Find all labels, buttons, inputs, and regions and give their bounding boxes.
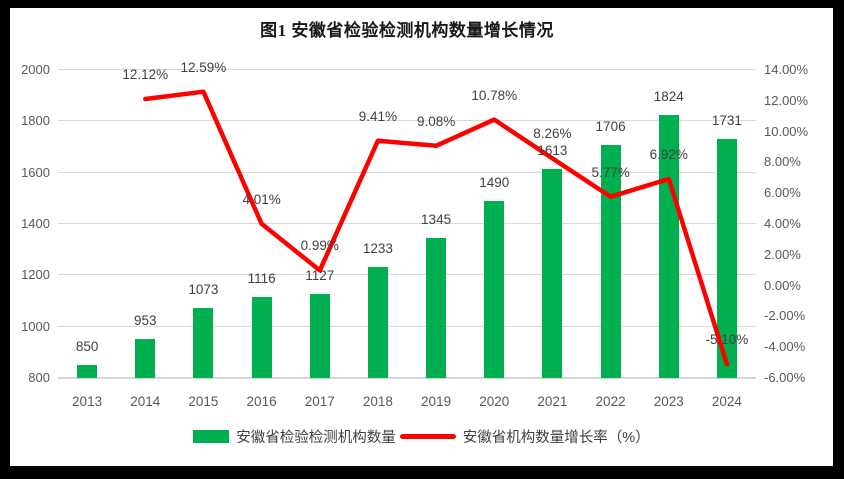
- line-value-label: 12.12%: [122, 66, 169, 82]
- y-axis-right-tick-label: 4.00%: [764, 216, 801, 231]
- y-axis-right-tick-label: 6.00%: [764, 185, 801, 201]
- bar-value-label: 953: [133, 312, 157, 328]
- y-axis-right-tick-label: 10.00%: [764, 123, 809, 139]
- legend-line-swatch: [399, 434, 456, 439]
- bar-2021: [542, 169, 563, 378]
- bar-value-label: 1490: [479, 174, 510, 190]
- line-value-label: 5.77%: [591, 164, 630, 180]
- legend-label: 安徽省检验检测机构数量: [236, 430, 396, 446]
- bar-value-label: 1731: [711, 113, 742, 129]
- bar-value-label: 1345: [421, 212, 452, 228]
- bar-2019: [426, 238, 447, 378]
- bar-2015: [193, 307, 214, 378]
- line-value-label: 10.78%: [471, 87, 518, 103]
- y-axis-left-tick-label: 1200: [21, 267, 50, 283]
- x-axis-tick-label: 2013: [72, 394, 103, 409]
- y-axis-right-tick-label: 2.00%: [764, 246, 801, 262]
- y-axis-left-tick-label: 1000: [21, 318, 50, 334]
- x-axis-line: [58, 377, 756, 379]
- x-axis-tick-label: 2024: [711, 394, 742, 409]
- y-axis-right-tick-label: -2.00%: [764, 308, 806, 324]
- bar-value-label: 1127: [305, 268, 335, 284]
- x-axis-tick-label: 2020: [479, 394, 510, 409]
- legend-bar-swatch: [193, 430, 230, 443]
- y-axis-left-tick-label: 2000: [21, 62, 50, 77]
- gridline: [58, 274, 756, 276]
- x-axis-tick-label: 2016: [246, 394, 277, 409]
- line-value-label: 4.01%: [242, 191, 281, 207]
- y-axis-left-tick-label: 1600: [21, 164, 50, 180]
- x-axis-tick-label: 2014: [130, 394, 161, 409]
- gridline: [58, 69, 756, 70]
- bar-2018: [367, 266, 388, 378]
- line-value-label: 8.26%: [533, 126, 572, 142]
- legend: 安徽省检验检测机构数量 安徽省机构数量增长率（%）: [10, 426, 833, 447]
- x-axis-tick-label: 2018: [362, 394, 393, 409]
- line-value-label: 6.92%: [649, 147, 688, 163]
- y-axis-left-tick-label: 1800: [21, 113, 50, 129]
- gridline: [58, 171, 756, 173]
- chart-title: 图1 安徽省检验检测机构数量增长情况: [260, 21, 554, 40]
- bar-value-label: 1824: [653, 89, 684, 105]
- x-axis-tick-label: 2023: [653, 394, 684, 409]
- y-axis-right-tick-label: 14.00%: [764, 62, 809, 77]
- y-axis-right-tick-label: -4.00%: [764, 339, 806, 355]
- y-axis-left-tick-label: 800: [28, 370, 50, 385]
- x-axis-tick-label: 2017: [304, 394, 335, 409]
- x-axis-tick-label: 2019: [421, 394, 452, 409]
- y-axis-right-tick-label: 0.00%: [764, 277, 801, 293]
- bar-value-label: 850: [75, 339, 99, 355]
- line-value-label: -5.10%: [705, 332, 749, 348]
- y-axis-right-tick-label: 12.00%: [764, 92, 809, 108]
- bar-2013: [77, 365, 98, 378]
- line-value-label: 9.08%: [416, 113, 456, 129]
- line-value-label: 12.59%: [180, 59, 227, 75]
- x-axis-tick-label: 2021: [537, 394, 568, 409]
- x-axis-tick-label: 2022: [595, 394, 626, 409]
- bar-value-label: 1613: [537, 143, 568, 159]
- legend-label: 安徽省机构数量增长率（%）: [462, 430, 650, 446]
- bar-2016: [251, 296, 272, 378]
- y-axis-right-tick-label: -6.00%: [764, 370, 806, 385]
- y-axis-left-tick-label: 1400: [21, 216, 50, 231]
- y-axis-right-tick-label: 8.00%: [764, 154, 801, 170]
- bar-2017: [309, 294, 330, 378]
- bar-2020: [484, 200, 505, 378]
- legend-item-line: 安徽省机构数量增长率（%）: [399, 426, 650, 447]
- legend-item-bar: 安徽省检验检测机构数量: [193, 426, 396, 447]
- chart-area: 图1 安徽省检验检测机构数量增长情况 安徽省检验检测机构数量 安徽省机构数量增长率…: [10, 8, 833, 466]
- bar-2014: [135, 338, 156, 378]
- x-axis-tick-label: 2015: [188, 394, 219, 409]
- line-value-label: 0.99%: [300, 238, 339, 254]
